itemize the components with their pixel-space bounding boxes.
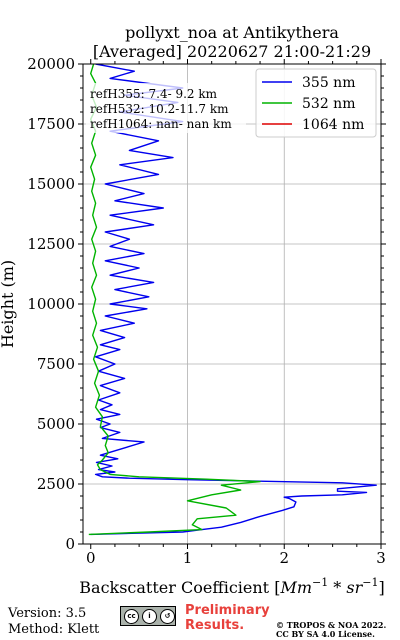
sa-icon: ↺ [160,608,175,624]
method-text: Method: Klett [8,622,100,637]
preliminary-label-line2: Results. [185,618,245,633]
series-line-532-nm [88,64,261,536]
axis-ticks: 0 1 2 3 0 2500 5000 7500 10000 12500 15000 17500 200… [27,55,386,567]
annotation-text: refH1064: nan- nan km [90,117,232,131]
y-tick-label: 5000 [37,415,75,433]
x-tick-label: 3 [376,549,386,567]
legend-frame [255,68,377,138]
preliminary-label-line1: Preliminary [185,603,270,618]
y-tick-label: 10000 [27,295,75,313]
y-tick-label: 7500 [37,355,75,373]
y-tick-label: 17500 [27,115,75,133]
annotation-box [86,83,246,133]
legend-label: 532 nm [302,96,355,112]
by-icon: i [142,608,157,624]
y-axis-label: Height (m) [0,260,17,348]
x-tick-label: 1 [183,549,193,567]
y-tick-label: 20000 [27,55,75,73]
cc-icon: cc [124,608,139,624]
annotation-text: refH355: 7.4- 9.2 km [90,87,218,101]
y-tick-label: 12500 [27,235,75,253]
legend: 355 nm 532 nm 1064 nm [255,68,377,138]
backscatter-chart: pollyxt_noa at Antikythera [Averaged] 20… [0,23,386,597]
x-axis-label: Backscatter Coefficient [Mm−1 * sr−1] [79,576,384,597]
y-tick-label: 0 [65,535,75,553]
legend-label: 1064 nm [302,117,364,133]
series-layer [88,64,377,536]
x-tick-label: 0 [86,549,96,567]
legend-label: 355 nm [302,75,355,91]
chart-title-line1: pollyxt_noa at Antikythera [125,23,339,42]
cc-by-sa-icon: cc i ↺ [120,606,176,626]
y-tick-label: 2500 [37,475,75,493]
version-text: Version: 3.5 [8,606,87,621]
copyright-line2: CC BY SA 4.0 License. [276,629,375,639]
annotation-text: refH532: 10.2-11.7 km [90,102,229,116]
x-tick-label: 2 [279,549,289,567]
y-tick-label: 15000 [27,175,75,193]
chart-title-line2: [Averaged] 20220627 21:00-21:29 [93,42,371,61]
copyright-line1: © TROPOS & NOA 2022. [276,620,387,630]
series-line-355-nm [90,64,377,536]
